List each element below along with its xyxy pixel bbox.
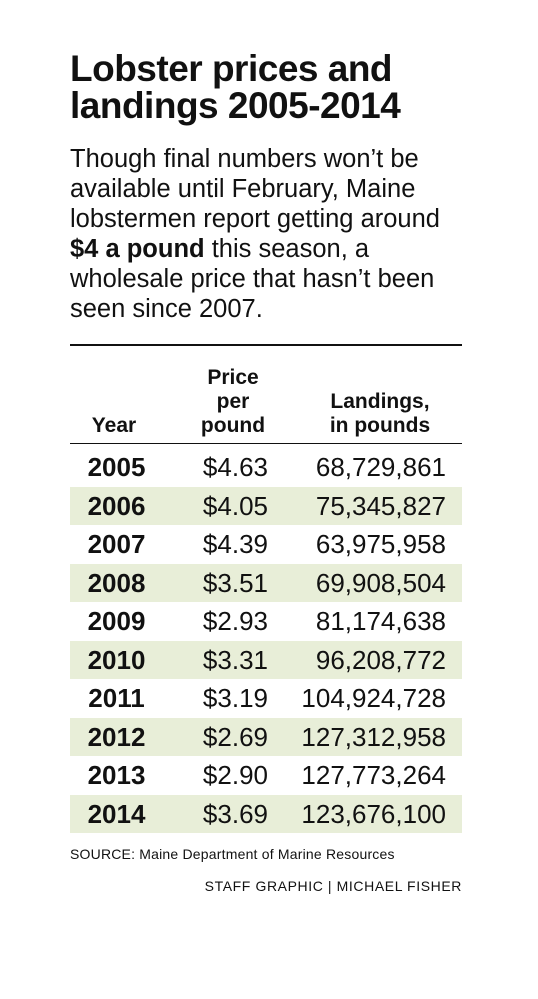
table-body: 2005 $4.63 68,729,861 2006 $4.05 75,345,827 20… (70, 448, 462, 833)
cell-year: 2009 (87, 606, 146, 636)
table-row: 2010 $3.31 96,208,772 (70, 640, 462, 679)
intro-text-start: Though final numbers won’t be available … (70, 145, 440, 233)
table-header: Year Price per pound Landings, in pounds (70, 346, 462, 444)
header-year: Year (91, 414, 137, 437)
header-price-line: per (216, 390, 250, 413)
header-landings-line: Landings, (330, 390, 430, 413)
cell-year: 2010 (87, 644, 146, 675)
cell-landings: 123,676,100 (301, 798, 446, 829)
cell-landings: 68,729,861 (315, 452, 446, 482)
cell-price: $3.19 (202, 683, 268, 713)
header-landings: Landings, in pounds (310, 390, 450, 438)
cell-landings: 104,924,728 (301, 683, 446, 713)
intro-text: Though final numbers won’t be available … (70, 144, 462, 324)
header-landings-line: in pounds (329, 414, 431, 437)
cell-price: $4.05 (202, 490, 268, 521)
cell-landings: 127,312,958 (301, 721, 446, 752)
cell-year: 2005 (87, 452, 146, 482)
source-note: SOURCE: Maine Department of Marine Resou… (70, 846, 395, 862)
cell-price: $4.63 (202, 452, 268, 482)
header-price: Price per pound (183, 366, 283, 438)
header-price-line: pound (200, 414, 266, 437)
cell-price: $2.69 (202, 721, 268, 752)
graphic: Lobster prices and landings 2005-2014 Th… (70, 50, 462, 895)
cell-year: 2012 (87, 721, 146, 752)
cell-price: $4.39 (202, 529, 268, 559)
cell-year: 2014 (87, 798, 146, 829)
chart-title: Lobster prices and landings 2005-2014 (70, 48, 401, 126)
table-row: 2006 $4.05 75,345,827 (70, 486, 462, 525)
cell-landings: 81,174,638 (315, 606, 446, 636)
table-row: 2011 $3.19 104,924,728 (70, 679, 462, 718)
staff-credit: STAFF GRAPHIC | MICHAEL FISHER (204, 878, 462, 894)
cell-year: 2013 (87, 760, 146, 790)
cell-price: $3.31 (202, 644, 268, 675)
table-row: 2012 $2.69 127,312,958 (70, 717, 462, 756)
table-row: 2009 $2.93 81,174,638 (70, 602, 462, 641)
cell-year: 2007 (87, 529, 146, 559)
cell-landings: 96,208,772 (315, 644, 446, 675)
cell-landings: 63,975,958 (315, 529, 446, 559)
table-row: 2005 $4.63 68,729,861 (70, 448, 462, 487)
cell-year: 2008 (87, 567, 146, 598)
cell-landings: 69,908,504 (315, 567, 446, 598)
cell-landings: 127,773,264 (301, 760, 446, 790)
intro-text-end: this season, a wholesale price that hasn… (70, 235, 435, 323)
intro-text-highlight: $4 a pound (70, 235, 205, 263)
cell-price: $2.93 (202, 606, 268, 636)
top-divider (70, 344, 462, 346)
cell-landings: 75,345,827 (315, 490, 446, 521)
table-row: 2007 $4.39 63,975,958 (70, 525, 462, 564)
table-row: 2013 $2.90 127,773,264 (70, 756, 462, 795)
cell-price: $3.69 (202, 798, 268, 829)
cell-year: 2006 (87, 490, 146, 521)
header-price-line: Price (207, 366, 259, 389)
cell-price: $3.51 (202, 567, 268, 598)
table-row: 2014 $3.69 123,676,100 (70, 794, 462, 833)
cell-year: 2011 (88, 683, 145, 713)
table-row: 2008 $3.51 69,908,504 (70, 563, 462, 602)
cell-price: $2.90 (202, 760, 268, 790)
